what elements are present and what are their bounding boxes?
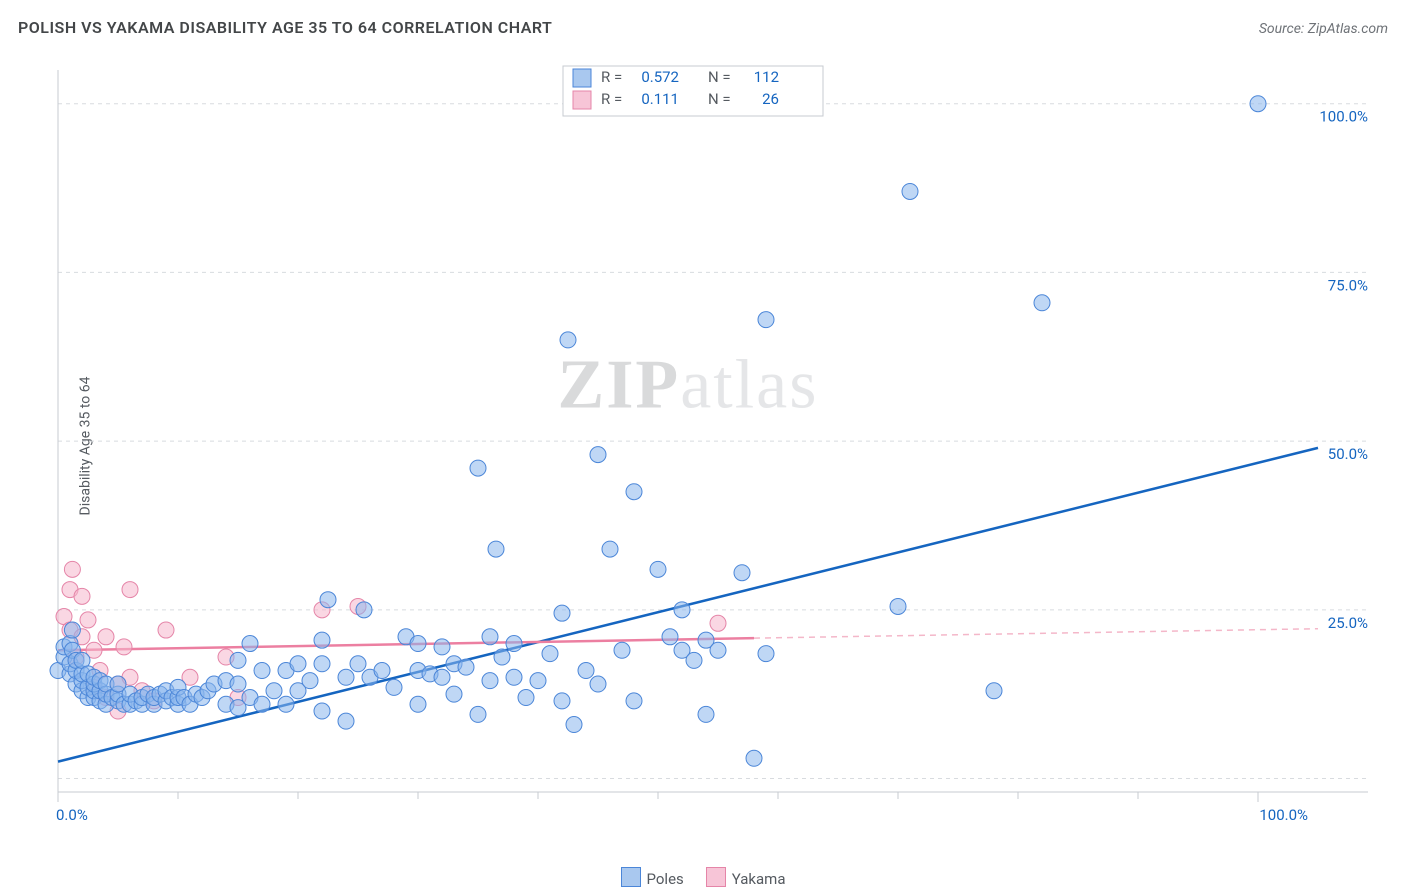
svg-text:26: 26 (762, 90, 779, 108)
legend-item-poles: Poles (621, 867, 684, 888)
svg-text:N =: N = (708, 68, 731, 86)
legend-label-poles: Poles (647, 870, 684, 888)
svg-text:100.0%: 100.0% (1319, 108, 1368, 126)
legend-bottom: Poles Yakama (0, 867, 1406, 888)
svg-text:50.0%: 50.0% (1328, 445, 1368, 463)
legend-swatch-blue (621, 867, 641, 887)
svg-text:0.572: 0.572 (641, 68, 679, 86)
legend-label-yakama: Yakama (732, 870, 786, 888)
svg-text:0.0%: 0.0% (56, 806, 88, 822)
svg-text:R =: R = (601, 90, 622, 108)
svg-text:75.0%: 75.0% (1328, 276, 1368, 294)
svg-text:100.0%: 100.0% (1259, 806, 1308, 822)
svg-text:ZIPatlas: ZIPatlas (558, 346, 819, 423)
source-label: Source: ZipAtlas.com (1259, 21, 1388, 37)
chart-title: POLISH VS YAKAMA DISABILITY AGE 35 TO 64… (18, 18, 552, 37)
svg-text:N =: N = (708, 90, 731, 108)
svg-text:112: 112 (754, 68, 779, 86)
svg-text:25.0%: 25.0% (1328, 614, 1368, 632)
svg-text:0.111: 0.111 (641, 90, 679, 108)
legend-item-yakama: Yakama (706, 867, 786, 888)
legend-swatch-pink (706, 867, 726, 887)
svg-text:R =: R = (601, 68, 622, 86)
scatter-plot: 25.0% 50.0% 75.0% 100.0% 0.0% 100.0% ZIPatlas R… (48, 62, 1378, 822)
